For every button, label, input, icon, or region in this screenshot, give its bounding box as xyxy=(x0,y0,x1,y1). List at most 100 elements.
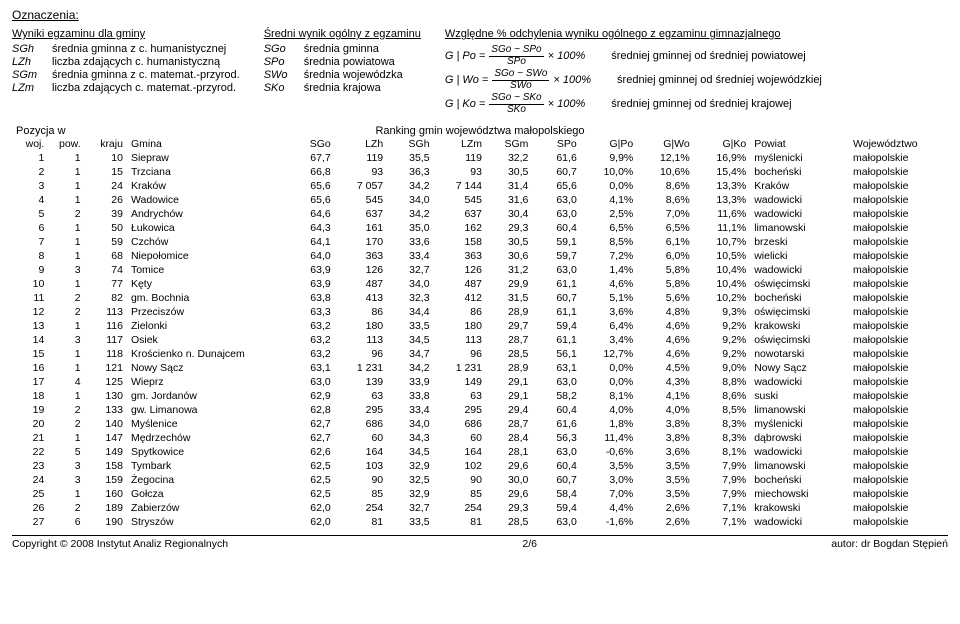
cell: 32,7 xyxy=(387,501,433,515)
formula-desc: średniej gminnej od średniej wojewódzkie… xyxy=(617,74,822,86)
cell: 63,0 xyxy=(532,193,580,207)
cell: 62,5 xyxy=(286,473,334,487)
cell: 3,8% xyxy=(637,431,693,445)
cell: małopolskie xyxy=(849,151,948,165)
col-header: SGh xyxy=(387,137,433,151)
cell: 34,0 xyxy=(387,193,433,207)
cell: 29,3 xyxy=(486,501,532,515)
cell: małopolskie xyxy=(849,403,948,417)
cell: 34,2 xyxy=(387,361,433,375)
cell: 5 xyxy=(48,445,84,459)
table-row: 143117Osiek63,211334,511328,761,13,4%4,6… xyxy=(12,333,948,347)
cell: 102 xyxy=(434,459,486,473)
cell: 2 xyxy=(48,417,84,431)
footer-center: 2/6 xyxy=(522,538,537,550)
cell: 28,1 xyxy=(486,445,532,459)
abbr-desc: średnia gminna z c. humanistycznej xyxy=(52,43,226,55)
cell: 686 xyxy=(434,417,486,431)
cell: 13,3% xyxy=(694,179,750,193)
cell: 62,6 xyxy=(286,445,334,459)
abbr-key: SPo xyxy=(264,56,304,68)
abbr-key: SWo xyxy=(264,69,304,81)
cell: 65,6 xyxy=(286,179,334,193)
cell: Wieprz xyxy=(127,375,286,389)
cell: małopolskie xyxy=(849,333,948,347)
cell: 254 xyxy=(335,501,387,515)
cell: gw. Limanowa xyxy=(127,403,286,417)
cell: 4,4% xyxy=(581,501,637,515)
cell: 82 xyxy=(85,291,127,305)
formula-line: G | Po =SGo − SPoSPo× 100%średniej gminn… xyxy=(445,45,948,67)
abbr-key: SGh xyxy=(12,43,52,55)
cell: 65,6 xyxy=(286,193,334,207)
cell: 33,5 xyxy=(387,515,433,529)
cell: 1 xyxy=(48,487,84,501)
cell: 4,8% xyxy=(637,305,693,319)
cell: 29,6 xyxy=(486,459,532,473)
cell: krakowski xyxy=(750,319,849,333)
cell: 36,3 xyxy=(387,165,433,179)
legend-section: Wyniki egzaminu dla gminy SGhśrednia gmi… xyxy=(12,28,948,115)
cell: 21 xyxy=(12,431,48,445)
cell: 34,0 xyxy=(387,277,433,291)
table-row: 243159Żegocina62,59032,59030,060,73,0%3,… xyxy=(12,473,948,487)
cell: 126 xyxy=(335,263,387,277)
cell: 3 xyxy=(12,179,48,193)
cell: 1 xyxy=(48,249,84,263)
cell: 30,0 xyxy=(486,473,532,487)
cell: 125 xyxy=(85,375,127,389)
table-row: 181130gm. Jordanów62,96333,86329,158,28,… xyxy=(12,389,948,403)
cell: 4 xyxy=(48,375,84,389)
abbr-row: SPośrednia powiatowa xyxy=(264,56,421,68)
cell: 7,2% xyxy=(581,249,637,263)
cell: 64,0 xyxy=(286,249,334,263)
cell: 26 xyxy=(12,501,48,515)
col-header: G|Ko xyxy=(694,137,750,151)
cell: 126 xyxy=(434,263,486,277)
cell: 26 xyxy=(85,193,127,207)
cell: 62,9 xyxy=(286,389,334,403)
cell: 2 xyxy=(48,207,84,221)
cell: 59,7 xyxy=(532,249,580,263)
cell: 118 xyxy=(85,347,127,361)
cell: 4,6% xyxy=(637,347,693,361)
cell: 62,5 xyxy=(286,487,334,501)
cell: 66,8 xyxy=(286,165,334,179)
cell: Zabierzów xyxy=(127,501,286,515)
table-header-row: woj.pow.krajuGminaSGoLZhSGhLZmSGmSPoG|Po… xyxy=(12,137,948,151)
cell: 5,6% xyxy=(637,291,693,305)
cell: 7 xyxy=(12,235,48,249)
cell: 31,2 xyxy=(486,263,532,277)
cell: 29,9 xyxy=(486,277,532,291)
cell: 4,5% xyxy=(637,361,693,375)
cell: 12,1% xyxy=(637,151,693,165)
cell: 113 xyxy=(335,333,387,347)
cell: małopolskie xyxy=(849,375,948,389)
cell: 2 xyxy=(48,305,84,319)
table-row: 3124Kraków65,67 05734,27 14431,465,60,0%… xyxy=(12,179,948,193)
cell: 1,4% xyxy=(581,263,637,277)
cell: małopolskie xyxy=(849,319,948,333)
cell: 637 xyxy=(335,207,387,221)
cell: małopolskie xyxy=(849,431,948,445)
cell: Niepołomice xyxy=(127,249,286,263)
cell: 12 xyxy=(12,305,48,319)
cell: 8,3% xyxy=(694,431,750,445)
cell: 93 xyxy=(335,165,387,179)
cell: małopolskie xyxy=(849,165,948,179)
abbr-key: LZm xyxy=(12,82,52,94)
cell: Zielonki xyxy=(127,319,286,333)
cell: 28,7 xyxy=(486,417,532,431)
cell: 31,5 xyxy=(486,291,532,305)
table-row: 9374Tomice63,912632,712631,263,01,4%5,8%… xyxy=(12,263,948,277)
cell: 63,3 xyxy=(286,305,334,319)
cell: 159 xyxy=(85,473,127,487)
cell: 5,8% xyxy=(637,263,693,277)
cell: 61,1 xyxy=(532,277,580,291)
cell: 58,2 xyxy=(532,389,580,403)
cell: 9,0% xyxy=(694,361,750,375)
abbr-desc: średnia gminna z c. matemat.-przyrod. xyxy=(52,69,240,81)
cell: małopolskie xyxy=(849,291,948,305)
abbr-desc: liczba zdających c. humanistyczną xyxy=(52,56,220,68)
table-row: 8168Niepołomice64,036333,436330,659,77,2… xyxy=(12,249,948,263)
